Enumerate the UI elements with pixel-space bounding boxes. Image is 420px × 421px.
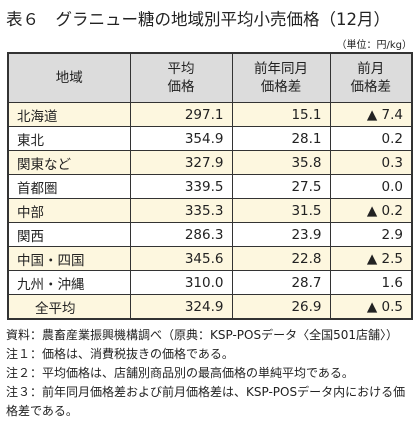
table-cell: 全平均 — [7, 294, 131, 320]
note-label: 資料： — [6, 328, 43, 342]
table-cell: 1.6 — [329, 270, 413, 295]
unit: （単位：円/kg） — [336, 40, 412, 51]
table-cell: 北海道 — [7, 102, 131, 127]
note-label: 注１： — [6, 347, 43, 361]
header-line: 前月 — [357, 61, 385, 77]
table-cell: 310.0 — [129, 270, 233, 295]
header-line: 価格差 — [260, 79, 302, 95]
table-row: 中国・四国 345.6 22.8 ▲ 2.5 — [7, 246, 413, 271]
header-line: 価格差 — [350, 79, 392, 95]
table-cell: 23.9 — [231, 222, 331, 247]
note: 注３：前年同月価格差および前月価格差は、KSP-POSデータ内における価格差であ… — [6, 383, 416, 421]
header-line: 平均 — [167, 61, 195, 77]
table-cell: 35.8 — [231, 150, 331, 175]
table-cell: ▲ 0.5 — [329, 294, 413, 320]
note-text: 農畜産業振興機構調べ（原典：KSP-POSデータ〈全国501店舗〉） — [42, 328, 399, 342]
table-cell: 31.5 — [231, 198, 331, 223]
table-cell: ▲ 2.5 — [329, 246, 413, 271]
table-cell: 東北 — [7, 126, 131, 151]
table-cell: 28.1 — [231, 126, 331, 151]
table-cell: 335.3 — [129, 198, 233, 223]
table-cell: 0.0 — [329, 174, 413, 199]
table-cell: 297.1 — [129, 102, 233, 127]
table-row: 全平均 324.9 26.9 ▲ 0.5 — [7, 294, 413, 320]
column-header: 前年同月 価格差 — [231, 52, 331, 103]
table-cell: 2.9 — [329, 222, 413, 247]
table-cell: 345.6 — [129, 246, 233, 271]
column-header: 平均 価格 — [129, 52, 233, 103]
table-cell: 関東など — [7, 150, 131, 175]
table-cell: 28.7 — [231, 270, 331, 295]
table-cell: 27.5 — [231, 174, 331, 199]
table-cell: 339.5 — [129, 174, 233, 199]
table-body: 北海道 297.1 15.1 ▲ 7.4 東北 354.9 28.1 0.2 関東など 327.9… — [7, 102, 413, 320]
header-row: 地域 平均 価格 前年同月 価格差 前月 価格差 — [7, 52, 413, 103]
table-cell: 26.9 — [231, 294, 331, 320]
note-label: 注３： — [6, 385, 43, 399]
table-cell: 首都圏 — [7, 174, 131, 199]
header-line: 地域 — [55, 70, 83, 86]
table-cell: 324.9 — [129, 294, 233, 320]
table-cell: 22.8 — [231, 246, 331, 271]
table-cell: 関西 — [7, 222, 131, 247]
table-cell: 中国・四国 — [7, 246, 131, 271]
note: 資料：農畜産業振興機構調べ（原典：KSP-POSデータ〈全国501店舗〉） — [6, 326, 416, 345]
header-line: 前年同月 — [254, 61, 308, 77]
notes: 資料：農畜産業振興機構調べ（原典：KSP-POSデータ〈全国501店舗〉） 注１：… — [6, 326, 416, 421]
table-row: 首都圏 339.5 27.5 0.0 — [7, 174, 413, 199]
table-row: 関東など 327.9 35.8 0.3 — [7, 150, 413, 175]
table-cell: ▲ 0.2 — [329, 198, 413, 223]
table-row: 九州・沖縄 310.0 28.7 1.6 — [7, 270, 413, 295]
table-cell: 中部 — [7, 198, 131, 223]
price-table: 地域 平均 価格 前年同月 価格差 前月 価格差 北海道 297.1 15.1 ▲ 7.4 東北 354… — [7, 52, 413, 320]
table-cell: 0.2 — [329, 126, 413, 151]
note-text: 平均価格は、店舗別商品別の最高価格の単純平均である。 — [42, 366, 354, 380]
table-cell: 327.9 — [129, 150, 233, 175]
table-row: 中部 335.3 31.5 ▲ 0.2 — [7, 198, 413, 223]
table-cell: 286.3 — [129, 222, 233, 247]
table-cell: 九州・沖縄 — [7, 270, 131, 295]
table-row: 関西 286.3 23.9 2.9 — [7, 222, 413, 247]
table-row: 北海道 297.1 15.1 ▲ 7.4 — [7, 102, 413, 127]
title: 表６ グラニュー糖の地域別平均小売価格（12月） — [6, 10, 390, 29]
table-row: 東北 354.9 28.1 0.2 — [7, 126, 413, 151]
table-cell: 354.9 — [129, 126, 233, 151]
table-cell: 15.1 — [231, 102, 331, 127]
column-header: 地域 — [7, 52, 131, 103]
note: 注２：平均価格は、店舗別商品別の最高価格の単純平均である。 — [6, 364, 416, 383]
table-cell: 0.3 — [329, 150, 413, 175]
note-text: 価格は、消費税抜きの価格である。 — [42, 347, 234, 361]
header-line: 価格 — [167, 79, 195, 95]
note-label: 注２： — [6, 366, 43, 380]
table-cell: ▲ 7.4 — [329, 102, 413, 127]
note-text: 前年同月価格差および前月価格差は、KSP-POSデータ内における価格差である。 — [6, 385, 406, 418]
note: 注１：価格は、消費税抜きの価格である。 — [6, 345, 416, 364]
column-header: 前月 価格差 — [329, 52, 413, 103]
